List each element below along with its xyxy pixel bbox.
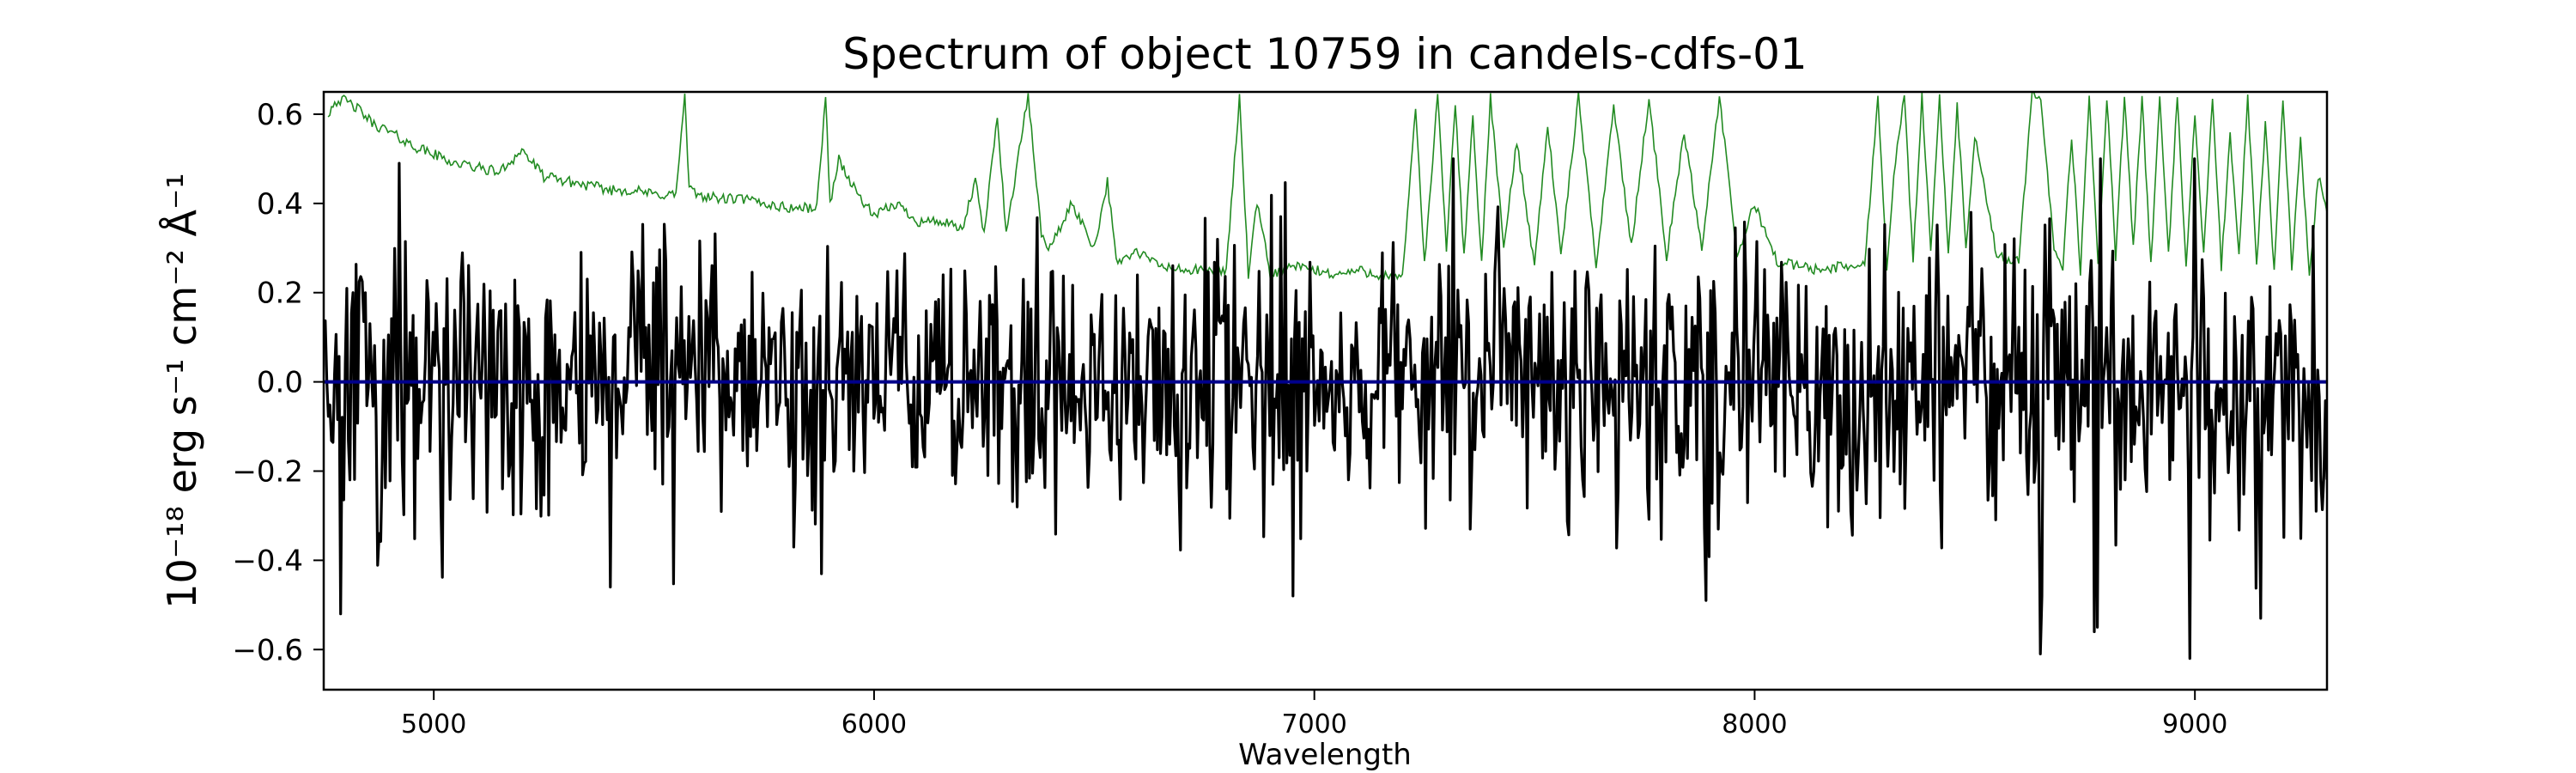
x-tick-label: 9000: [2162, 709, 2227, 740]
series-layer: [324, 92, 2327, 660]
x-tick-label: 8000: [1722, 709, 1787, 740]
y-tick-label: 0.0: [257, 366, 303, 400]
x-tick-label: 6000: [841, 709, 907, 740]
y-tick-label: 0.6: [257, 98, 303, 132]
y-tick-label: −0.4: [232, 544, 303, 578]
y-axis: −0.6 −0.4 −0.2 0.0 0.2 0.4 0.6: [232, 98, 324, 667]
x-tick-label: 5000: [401, 709, 466, 740]
y-axis-label: 10⁻¹⁸ erg s⁻¹ cm⁻² Å⁻¹: [159, 173, 205, 608]
y-tick-label: −0.6: [232, 633, 303, 667]
y-tick-label: 0.2: [257, 277, 303, 311]
chart-title: Spectrum of object 10759 in candels-cdfs…: [842, 29, 1807, 79]
y-tick-label: −0.2: [232, 454, 303, 489]
x-tick-label: 7000: [1282, 709, 1347, 740]
x-axis: 5000 6000 7000 8000 9000: [401, 690, 2227, 740]
plot-frame: [322, 90, 2329, 691]
x-axis-label: Wavelength: [1238, 738, 1412, 772]
y-tick-label: 0.4: [257, 187, 303, 222]
error-spectrum-line: [327, 92, 2327, 281]
flux-spectrum-line: [324, 157, 2327, 660]
